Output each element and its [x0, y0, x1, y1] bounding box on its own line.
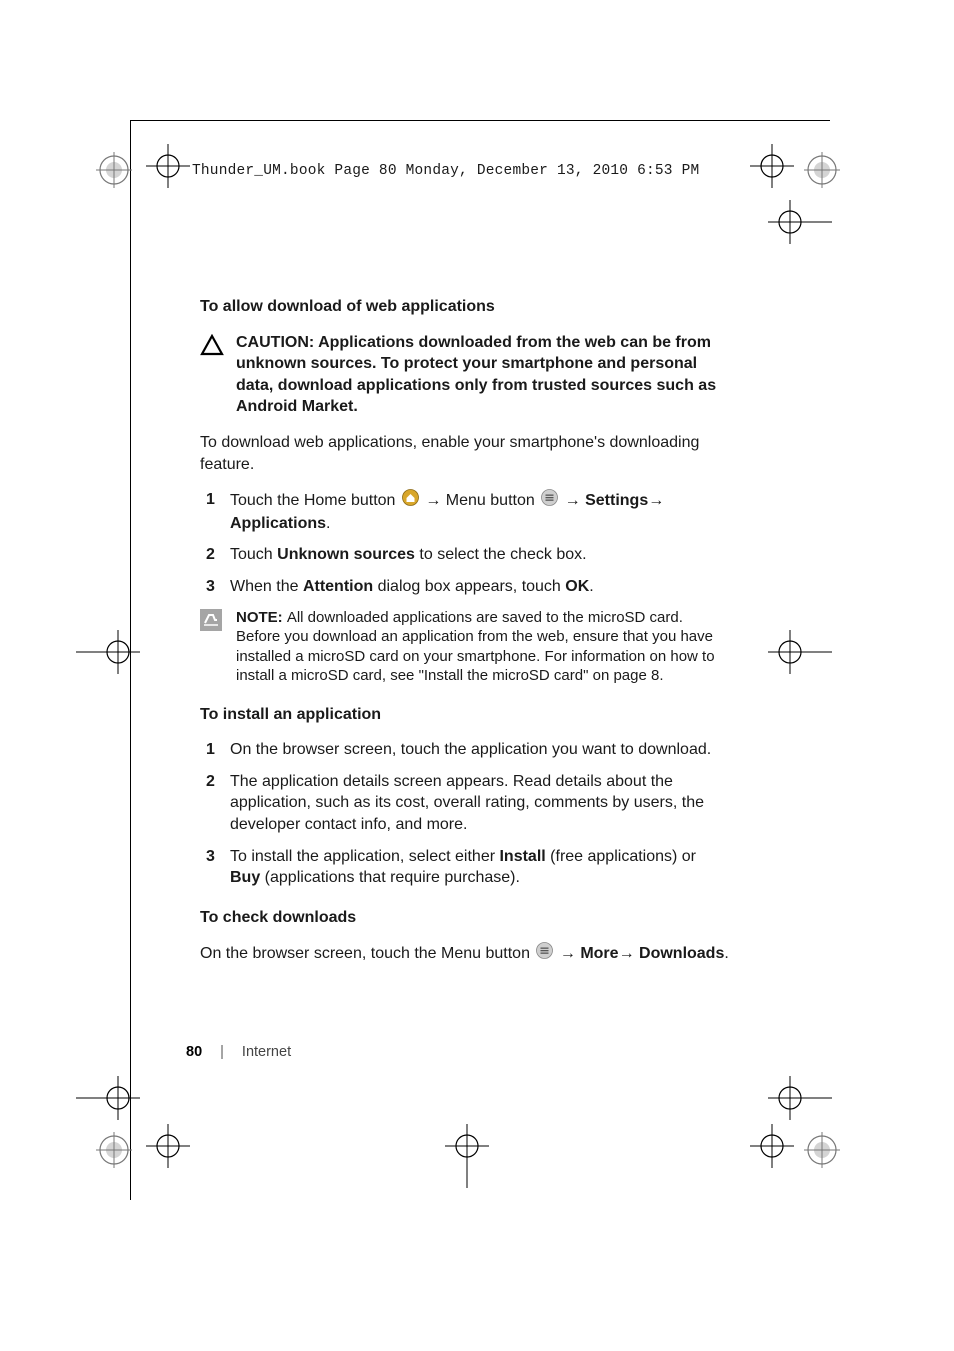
- heading-check-downloads: To check downloads: [200, 907, 730, 929]
- note-body: All downloaded applications are saved to…: [236, 609, 715, 685]
- step-3: When the Attention dialog box appears, t…: [200, 576, 730, 598]
- heading-allow-download: To allow download of web applications: [200, 296, 730, 318]
- note-text: NOTE: All downloaded applications are sa…: [236, 608, 730, 686]
- step-1-text-a: Touch the Home button: [230, 492, 400, 509]
- check-a: On the browser screen, touch the Menu bu…: [200, 945, 534, 962]
- arrow-3: →: [648, 492, 664, 509]
- page-number: 80: [186, 1044, 202, 1060]
- regmark-top-left-corner: [96, 152, 132, 188]
- step-2-b: to select the check box.: [415, 546, 587, 563]
- check-downloads-word: Downloads: [639, 945, 724, 962]
- step-1-text-b: Menu button: [446, 492, 539, 509]
- step-2-a: Touch: [230, 546, 277, 563]
- step-1-settings: Settings: [585, 492, 648, 509]
- step-3-b: dialog box appears, touch: [373, 578, 565, 595]
- step-1-period: .: [326, 515, 330, 532]
- arrow-1: →: [425, 492, 441, 509]
- footer-divider: |: [220, 1044, 224, 1060]
- step-1-applications: Applications: [230, 515, 326, 532]
- arrow-5: →: [619, 945, 635, 962]
- page-footer: 80 | Internet: [186, 1044, 291, 1060]
- install-3-bold1: Install: [499, 848, 545, 865]
- home-button-icon: [402, 489, 419, 513]
- check-more: More: [580, 945, 618, 962]
- step-3-bold1: Attention: [303, 578, 373, 595]
- install-step-3: To install the application, select eithe…: [200, 846, 730, 889]
- arrow-2: →: [565, 492, 581, 509]
- footer-section-name: Internet: [242, 1044, 291, 1060]
- caution-label: CAUTION:: [236, 334, 318, 351]
- step-3-c: .: [589, 578, 593, 595]
- note-block: NOTE: All downloaded applications are sa…: [200, 608, 730, 686]
- install-3-bold2: Buy: [230, 869, 260, 886]
- step-1: Touch the Home button → Menu button → Se…: [200, 489, 730, 534]
- content-area: To allow download of web applications CA…: [200, 296, 730, 980]
- note-label: NOTE:: [236, 609, 287, 626]
- install-step-2: The application details screen appears. …: [200, 771, 730, 836]
- steps-allow-download: Touch the Home button → Menu button → Se…: [200, 489, 730, 597]
- step-2: Touch Unknown sources to select the chec…: [200, 544, 730, 566]
- step-3-a: When the: [230, 578, 303, 595]
- menu-button-icon-2: [536, 942, 553, 966]
- install-3-c: (applications that require purchase).: [260, 869, 520, 886]
- arrow-4: →: [560, 945, 576, 962]
- check-period: .: [724, 945, 728, 962]
- install-step-1: On the browser screen, touch the applica…: [200, 739, 730, 761]
- check-downloads-paragraph: On the browser screen, touch the Menu bu…: [200, 942, 730, 966]
- caution-icon: [200, 334, 228, 363]
- install-3-a: To install the application, select eithe…: [230, 848, 499, 865]
- step-3-bold2: OK: [565, 578, 589, 595]
- regmark-bottom-left-corner: [96, 1132, 132, 1168]
- intro-paragraph: To download web applications, enable you…: [200, 432, 730, 475]
- caution-block: CAUTION: Applications downloaded from th…: [200, 332, 730, 418]
- caution-text: CAUTION: Applications downloaded from th…: [236, 332, 730, 418]
- heading-install-app: To install an application: [200, 704, 730, 726]
- menu-button-icon: [541, 489, 558, 513]
- step-2-bold: Unknown sources: [277, 546, 415, 563]
- note-icon: [200, 609, 228, 638]
- header-source-line: Thunder_UM.book Page 80 Monday, December…: [192, 163, 699, 179]
- steps-install-app: On the browser screen, touch the applica…: [200, 739, 730, 889]
- install-3-b: (free applications) or: [546, 848, 696, 865]
